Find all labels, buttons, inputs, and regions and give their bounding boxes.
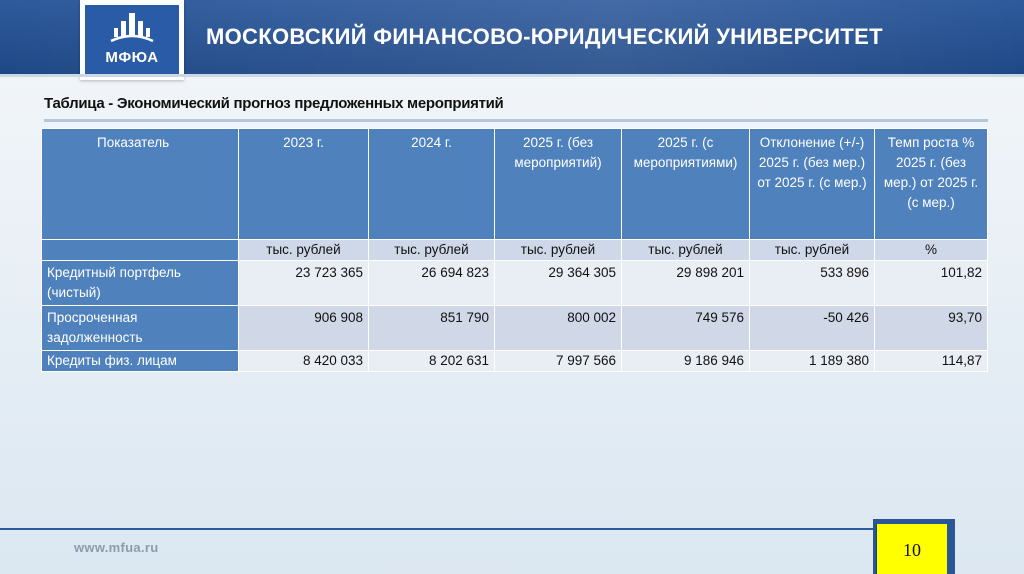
table-cell: -50 426 <box>749 305 875 351</box>
table-cell: 29 898 201 <box>621 260 750 306</box>
table-cell: 533 896 <box>749 260 875 306</box>
unit-cell: тыс. рублей <box>749 239 875 261</box>
row-label: Кредитный портфель (чистый) <box>41 260 239 306</box>
table-cell: 7 997 566 <box>494 350 622 372</box>
caption-divider <box>44 119 988 122</box>
table-cell: 906 908 <box>238 305 369 351</box>
unit-cell: тыс. рублей <box>368 239 495 261</box>
header-divider <box>0 74 1024 77</box>
page-number: 10 <box>903 540 921 560</box>
table-cell: 8 202 631 <box>368 350 495 372</box>
footer-divider <box>0 528 875 530</box>
forecast-table: Показатель 2023 г. 2024 г. 2025 г. (без … <box>41 128 988 372</box>
header-indicator: Показатель <box>41 128 239 240</box>
header-growth-rate: Темп роста % 2025 г. (без мер.) от 2025 … <box>874 128 988 240</box>
table-cell: 8 420 033 <box>238 350 369 372</box>
unit-cell: тыс. рублей <box>238 239 369 261</box>
table-row: Кредитный портфель (чистый) 23 723 365 2… <box>41 260 988 306</box>
table-cell: 23 723 365 <box>238 260 369 306</box>
unit-cell: тыс. рублей <box>494 239 622 261</box>
table-cell: 9 186 946 <box>621 350 750 372</box>
units-row: тыс. рублей тыс. рублей тыс. рублей тыс.… <box>41 239 988 261</box>
header-2023: 2023 г. <box>238 128 369 240</box>
table-cell: 26 694 823 <box>368 260 495 306</box>
header-deviation: Отклонение (+/-) 2025 г. (без мер.) от 2… <box>749 128 875 240</box>
table-cell: 851 790 <box>368 305 495 351</box>
row-label: Просроченная задолженность <box>41 305 239 351</box>
table-row: Кредиты физ. лицам 8 420 033 8 202 631 7… <box>41 350 988 372</box>
header-2024: 2024 г. <box>368 128 495 240</box>
row-label: Кредиты физ. лицам <box>41 350 239 372</box>
header-2025-without: 2025 г. (без мероприятий) <box>494 128 622 240</box>
table-header-row: Показатель 2023 г. 2024 г. 2025 г. (без … <box>41 128 988 240</box>
header-2025-with: 2025 г. (с мероприятиями) <box>621 128 750 240</box>
table-cell: 1 189 380 <box>749 350 875 372</box>
table-cell: 29 364 305 <box>494 260 622 306</box>
table-cell: 800 002 <box>494 305 622 351</box>
university-title: МОСКОВСКИЙ ФИНАНСОВО-ЮРИДИЧЕСКИЙ УНИВЕРС… <box>206 24 883 49</box>
unit-cell <box>41 239 239 261</box>
table-row: Просроченная задолженность 906 908 851 7… <box>41 305 988 351</box>
logo-text: МФЮА <box>105 49 159 66</box>
logo-emblem-icon <box>110 13 154 43</box>
table-cell: 93,70 <box>874 305 988 351</box>
table-cell: 114,87 <box>874 350 988 372</box>
table-cell: 749 576 <box>621 305 750 351</box>
unit-cell: % <box>874 239 988 261</box>
unit-cell: тыс. рублей <box>621 239 750 261</box>
page-number-box: 10 <box>876 524 947 574</box>
logo-background: МФЮА <box>85 5 179 75</box>
university-logo: МФЮА <box>80 0 184 80</box>
table-caption: Таблица - Экономический прогноз предложе… <box>44 95 504 112</box>
table-cell: 101,82 <box>874 260 988 306</box>
footer-website-link[interactable]: www.mfua.ru <box>74 540 159 555</box>
